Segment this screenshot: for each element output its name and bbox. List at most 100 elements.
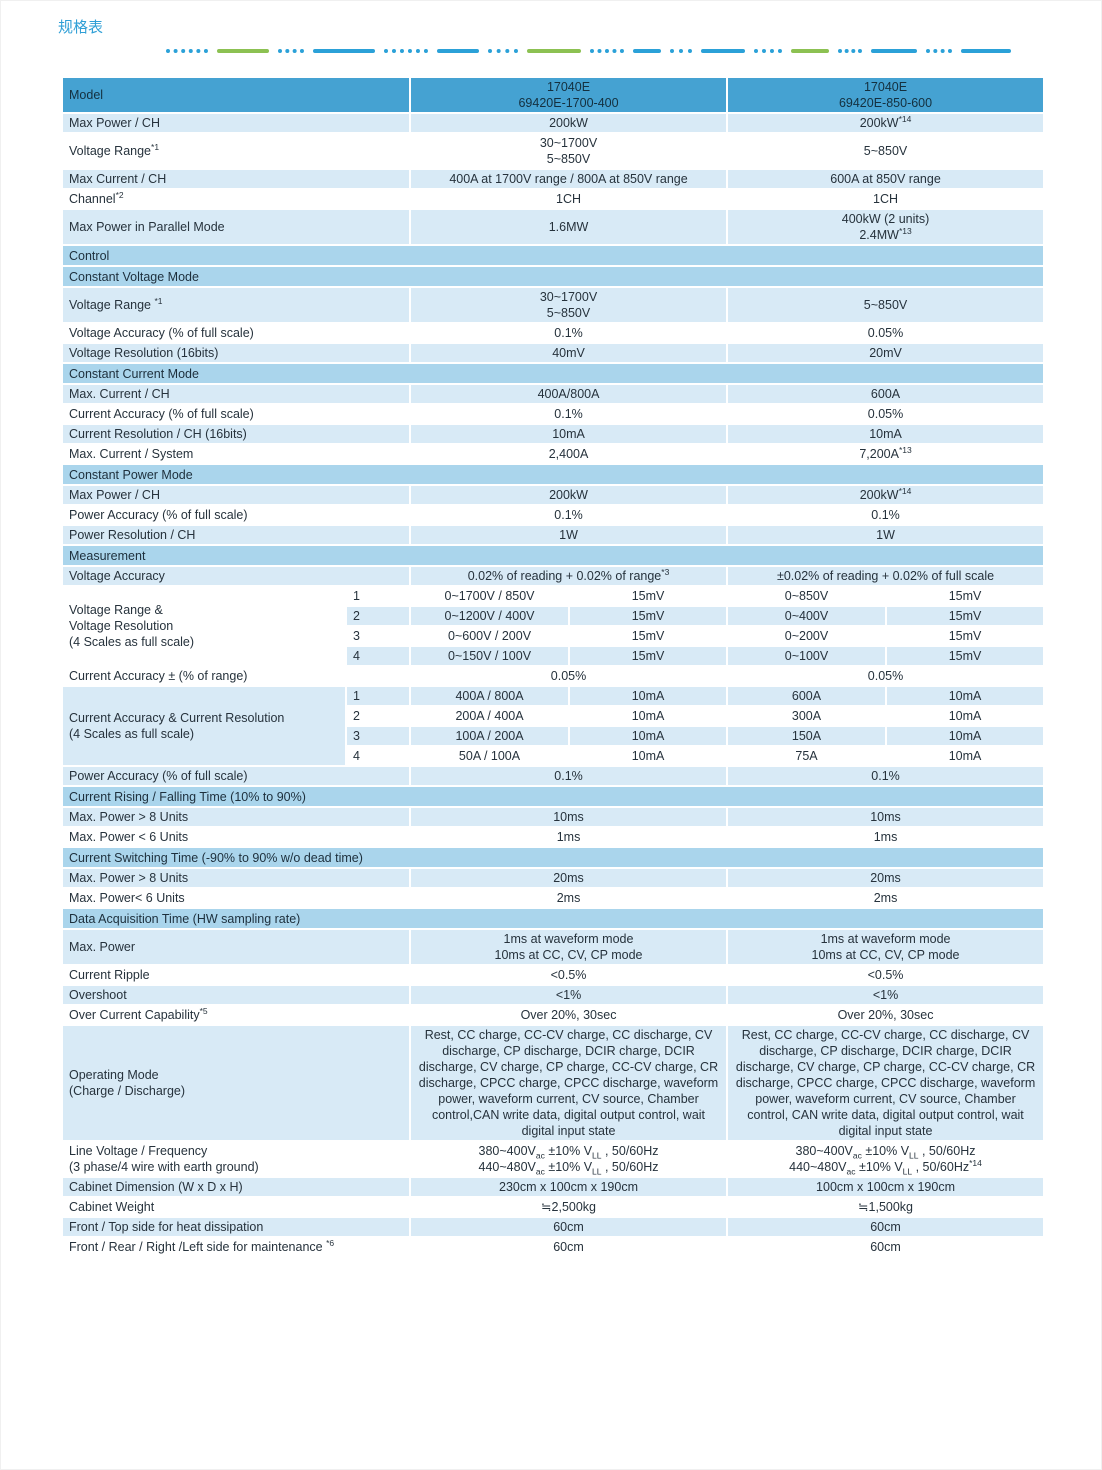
spec-value-model2: 200kW*14 bbox=[726, 112, 1046, 134]
spec-value-model2: 1ms bbox=[726, 826, 1046, 848]
divider-dash bbox=[701, 48, 745, 53]
spec-label: Voltage Accuracy bbox=[60, 565, 412, 587]
spec-label: Voltage Range*1 bbox=[60, 132, 412, 170]
spec-row: Current Accuracy ± (% of range) 0.05% 0.05… bbox=[60, 665, 1046, 687]
model1-range-value: 100A / 200A bbox=[409, 725, 571, 747]
spec-value-model2: Rest, CC charge, CC-CV charge, CC discha… bbox=[726, 1024, 1046, 1142]
spec-value-model1: 0.1% bbox=[409, 403, 729, 425]
spec-value-model2: 1W bbox=[726, 524, 1046, 546]
divider-dash bbox=[961, 48, 1011, 53]
model2-range-value: 75A bbox=[726, 745, 888, 767]
spec-label: Power Accuracy (% of full scale) bbox=[60, 765, 412, 787]
spec-subrow: 3 100A / 200A 10mA 150A 10mA bbox=[62, 725, 1046, 747]
model2-range-value: 150A bbox=[726, 725, 888, 747]
section-label: Constant Current Mode bbox=[60, 362, 1046, 385]
spec-row: Max. Power < 6 Units 1ms 1ms bbox=[60, 826, 1046, 848]
spec-label: Max. Power > 8 Units bbox=[60, 867, 412, 889]
spec-row: Power Accuracy (% of full scale) 0.1% 0.1% bbox=[60, 504, 1046, 526]
spec-row: Voltage Resolution (16bits) 40mV 20mV bbox=[60, 342, 1046, 364]
spec-group-label: Voltage Range & Voltage Resolution (4 Scal… bbox=[61, 585, 347, 667]
spec-label: Cabinet Weight bbox=[60, 1196, 412, 1218]
decorative-divider bbox=[166, 48, 1039, 53]
model2-header-cell: 17040E 69420E-850-600 bbox=[726, 76, 1046, 114]
spec-row: Cabinet Dimension (W x D x H) 230cm x 100… bbox=[60, 1176, 1046, 1198]
spec-value-model2: 20mV bbox=[726, 342, 1046, 364]
spec-value-model2: 60cm bbox=[726, 1236, 1046, 1258]
spec-subrow: Current Accuracy & Current Resolution (4 … bbox=[61, 685, 1046, 767]
spec-label: Max. Current / System bbox=[60, 443, 412, 465]
spec-row: Max. Current / System 2,400A 7,200A*13 bbox=[60, 443, 1046, 465]
model2-resolution-value: 10mA bbox=[885, 705, 1046, 727]
model1-range-value: 200A / 400A bbox=[409, 705, 571, 727]
spec-value-model1: 0.05% bbox=[409, 665, 729, 687]
model1-range-value: 0~1700V / 850V bbox=[409, 585, 571, 607]
spec-label: Front / Top side for heat dissipation bbox=[60, 1216, 412, 1238]
spec-row: Max. Current / CH 400A/800A 600A bbox=[60, 383, 1046, 405]
spec-subrow: 2 200A / 400A 10mA 300A 10mA bbox=[62, 705, 1046, 727]
spec-value-model2: 200kW*14 bbox=[726, 484, 1046, 506]
scale-index: 4 bbox=[344, 645, 412, 667]
spec-row: Front / Rear / Right /Left side for main… bbox=[60, 1236, 1046, 1258]
spec-value-model1: 230cm x 100cm x 190cm bbox=[409, 1176, 729, 1198]
spec-value-model2: 20ms bbox=[726, 867, 1046, 889]
spec-value-model1: 1CH bbox=[409, 188, 729, 210]
divider-dash bbox=[313, 48, 375, 53]
section-label: Current Switching Time (-90% to 90% w/o … bbox=[60, 846, 1046, 869]
spec-value-model1: 30~1700V 5~850V bbox=[409, 132, 729, 170]
divider-dash bbox=[527, 48, 581, 53]
spec-label: Front / Rear / Right /Left side for main… bbox=[60, 1236, 412, 1258]
spec-value-model1: <1% bbox=[409, 984, 729, 1006]
spec-row: Max. Power > 8 Units 10ms 10ms bbox=[60, 806, 1046, 828]
spec-subrow: 4 50A / 100A 10mA 75A 10mA bbox=[62, 745, 1046, 767]
spec-value-model2: <1% bbox=[726, 984, 1046, 1006]
spec-value-model1: 2ms bbox=[409, 887, 729, 909]
spec-value-model2: 10ms bbox=[726, 806, 1046, 828]
spec-row: Max Power / CH 200kW 200kW*14 bbox=[60, 112, 1046, 134]
model1-resolution-value: 10mA bbox=[568, 705, 729, 727]
divider-dots bbox=[166, 48, 208, 53]
spec-value-model1: Over 20%, 30sec bbox=[409, 1004, 729, 1026]
section-row: Constant Current Mode bbox=[60, 362, 1046, 385]
spec-value-model2: 60cm bbox=[726, 1216, 1046, 1238]
spec-row: Max. Power > 8 Units 20ms 20ms bbox=[60, 867, 1046, 889]
spec-row: Power Resolution / CH 1W 1W bbox=[60, 524, 1046, 546]
spec-value-model1: 60cm bbox=[409, 1216, 729, 1238]
spec-row: Channel*2 1CH 1CH bbox=[60, 188, 1046, 210]
section-row: Current Switching Time (-90% to 90% w/o … bbox=[60, 846, 1046, 869]
spec-row: Voltage Range *1 30~1700V 5~850V 5~850V bbox=[60, 286, 1046, 324]
section-label: Constant Power Mode bbox=[60, 463, 1046, 486]
spec-row: Voltage Accuracy (% of full scale) 0.1% 0.… bbox=[60, 322, 1046, 344]
section-row: Current Rising / Falling Time (10% to 90… bbox=[60, 785, 1046, 808]
model1-resolution-value: 15mV bbox=[568, 645, 729, 667]
spec-value-model2: 600A bbox=[726, 383, 1046, 405]
section-row: Constant Power Mode bbox=[60, 463, 1046, 486]
spec-value-model1: 200kW bbox=[409, 484, 729, 506]
spec-value-model1: 1W bbox=[409, 524, 729, 546]
spec-value-model1: 2,400A bbox=[409, 443, 729, 465]
spec-value-model2: <0.5% bbox=[726, 964, 1046, 986]
spec-label: Overshoot bbox=[60, 984, 412, 1006]
spec-subrow: 2 0~1200V / 400V 15mV 0~400V 15mV bbox=[62, 605, 1046, 627]
spec-label: Current Accuracy ± (% of range) bbox=[60, 665, 412, 687]
model2-resolution-value: 15mV bbox=[885, 645, 1046, 667]
model2-range-value: 600A bbox=[726, 685, 888, 707]
model2-range-value: 0~400V bbox=[726, 605, 888, 627]
divider-dots bbox=[754, 48, 782, 53]
spec-label: Power Resolution / CH bbox=[60, 524, 412, 546]
spec-row: Voltage Accuracy 0.02% of reading + 0.02%… bbox=[60, 565, 1046, 587]
divider-dots bbox=[838, 48, 862, 53]
spec-value-model1: 20ms bbox=[409, 867, 729, 889]
spec-row: Line Voltage / Frequency (3 phase/4 wire … bbox=[60, 1140, 1046, 1178]
model2-range-value: 300A bbox=[726, 705, 888, 727]
spec-row: Front / Top side for heat dissipation 60c… bbox=[60, 1216, 1046, 1238]
spec-label: Max Power in Parallel Mode bbox=[60, 208, 412, 246]
model1-range-value: 0~1200V / 400V bbox=[409, 605, 571, 627]
divider-dots bbox=[278, 48, 304, 53]
model1-resolution-value: 10mA bbox=[568, 685, 729, 707]
spec-row: Cabinet Weight ≒2,500kg ≒1,500kg bbox=[60, 1196, 1046, 1218]
spec-value-model1: 0.1% bbox=[409, 322, 729, 344]
spec-row: Current Ripple <0.5% <0.5% bbox=[60, 964, 1046, 986]
spec-label: Max. Power < 6 Units bbox=[60, 826, 412, 848]
model2-resolution-value: 15mV bbox=[885, 625, 1046, 647]
